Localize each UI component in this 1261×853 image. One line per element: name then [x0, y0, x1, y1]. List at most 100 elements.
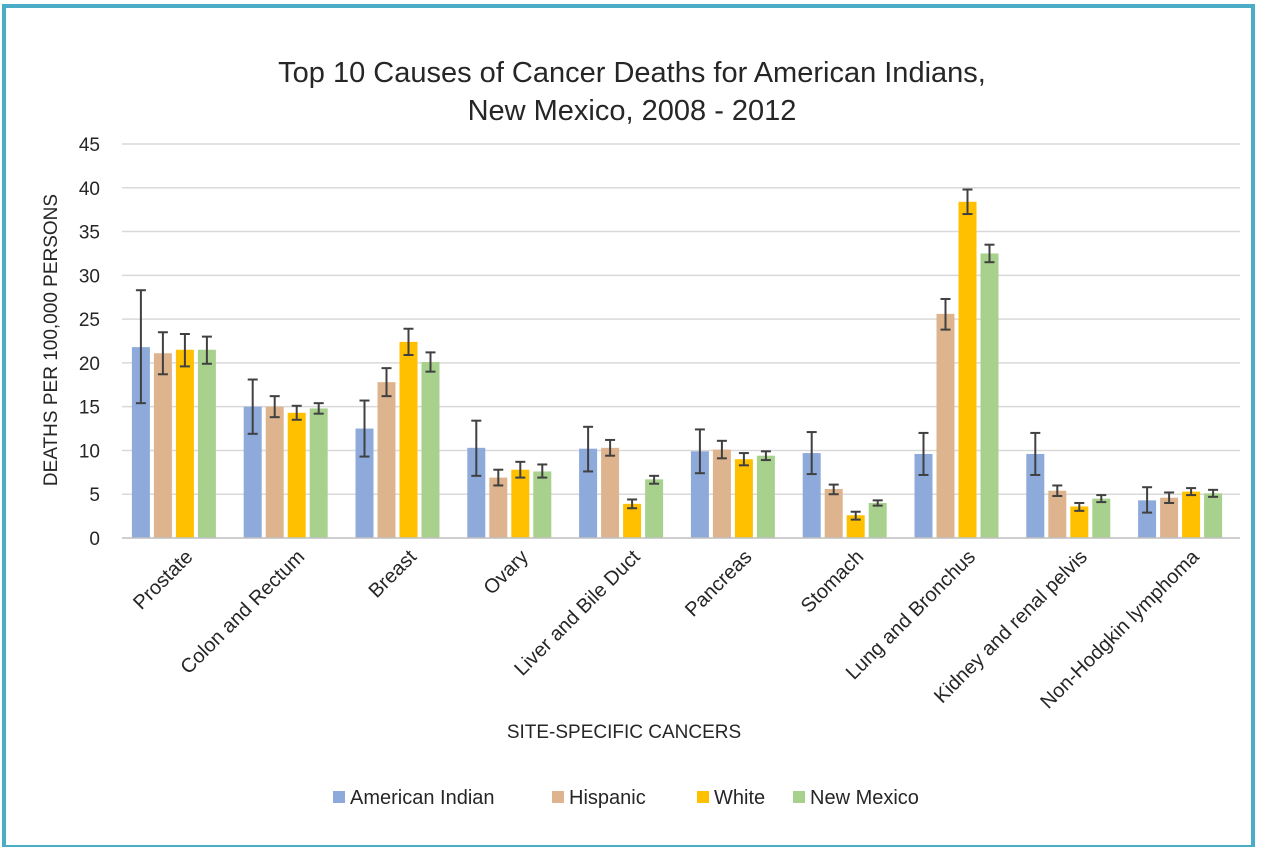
bar	[1070, 506, 1089, 538]
legend-item: American Indian	[333, 787, 495, 809]
y-tick-label: 25	[79, 310, 100, 331]
error-bar	[201, 335, 212, 365]
error-bar	[605, 438, 616, 457]
bar	[1092, 498, 1111, 538]
error-bar	[1030, 431, 1041, 476]
error-bar	[359, 399, 370, 458]
bar	[131, 347, 150, 538]
legend-label: New Mexico	[810, 787, 919, 809]
bars	[131, 201, 1223, 538]
bar	[511, 469, 530, 538]
error-bar	[627, 498, 638, 510]
bar	[533, 471, 552, 538]
bar	[868, 502, 887, 538]
bar	[197, 349, 216, 538]
legend-item: White	[697, 787, 765, 809]
error-bar	[135, 289, 146, 405]
bar	[1182, 491, 1201, 538]
chart-title-line-1: Top 10 Causes of Cancer Deaths for Ameri…	[278, 57, 986, 89]
category-label: Ovary	[480, 546, 533, 599]
error-bar	[962, 188, 973, 216]
category-label: Stomach	[797, 546, 868, 617]
bar	[601, 447, 620, 538]
error-bar	[940, 297, 951, 331]
error-bar	[291, 404, 302, 421]
legend-label: White	[714, 787, 765, 809]
bar	[936, 313, 955, 538]
error-bar	[381, 367, 392, 398]
category-label: Prostate	[129, 546, 197, 614]
category-label: Liver and Bile Duct	[510, 546, 645, 681]
bar	[243, 406, 262, 538]
error-bar	[471, 419, 482, 477]
error-bar	[984, 243, 995, 264]
error-bar	[1142, 486, 1153, 514]
error-bar	[1186, 487, 1197, 497]
error-bars	[135, 188, 1219, 521]
category-label: Pancreas	[681, 546, 756, 621]
bar	[265, 406, 284, 538]
error-bar	[806, 431, 817, 476]
error-bar	[1096, 494, 1107, 504]
error-bar	[1164, 491, 1175, 504]
y-tick-label: 5	[89, 485, 100, 506]
bar	[1138, 500, 1157, 538]
category-label: Breast	[365, 546, 422, 603]
error-bar	[1208, 488, 1219, 498]
bar	[377, 382, 396, 538]
bar	[846, 515, 865, 538]
bar	[734, 459, 753, 538]
bar	[623, 503, 642, 538]
legend-item: New Mexico	[793, 787, 919, 809]
error-bar	[313, 402, 324, 415]
error-bar	[403, 327, 414, 357]
bar	[489, 477, 508, 538]
error-bar	[247, 378, 258, 435]
legend-label: American Indian	[350, 787, 495, 809]
error-bar	[649, 474, 660, 485]
bar	[824, 488, 843, 538]
bar	[309, 408, 328, 538]
bar	[421, 362, 440, 538]
legend-swatch	[333, 791, 345, 803]
y-tick-label: 10	[79, 441, 100, 462]
chart-title-line-2: New Mexico, 2008 - 2012	[468, 95, 797, 127]
bar	[399, 341, 418, 538]
y-tick-label: 15	[79, 398, 100, 419]
y-tick-label: 30	[79, 266, 100, 287]
bar	[958, 201, 977, 538]
legend-label: Hispanic	[569, 787, 646, 809]
error-bar	[537, 463, 548, 479]
y-axis-ticks: 0 5 10 15 20 25 30 35 40 45	[79, 135, 100, 550]
error-bar	[157, 331, 168, 376]
error-bar	[828, 483, 839, 496]
bar	[1160, 497, 1179, 538]
error-bar	[850, 510, 861, 521]
error-bar	[515, 460, 526, 479]
bar	[1204, 493, 1223, 538]
error-bar	[425, 351, 436, 373]
error-bar	[738, 452, 749, 467]
legend-swatch	[552, 791, 564, 803]
x-axis-label: SITE-SPECIFIC CANCERS	[507, 722, 741, 743]
bar	[153, 353, 172, 538]
error-bar	[694, 428, 705, 475]
error-bar	[269, 395, 280, 419]
y-tick-label: 20	[79, 354, 100, 375]
bar	[467, 447, 486, 538]
legend-item: Hispanic	[552, 787, 646, 809]
y-axis-label: DEATHS PER 100,000 PERSONS	[41, 194, 62, 486]
y-tick-label: 45	[79, 135, 100, 156]
error-bar	[493, 468, 504, 487]
error-bar	[918, 431, 929, 476]
legend-swatch	[697, 791, 709, 803]
error-bar	[872, 499, 883, 507]
error-bar	[716, 439, 727, 460]
error-bar	[760, 450, 771, 462]
error-bar	[179, 332, 190, 368]
bar	[175, 349, 194, 538]
bar	[645, 479, 664, 538]
y-tick-label: 40	[79, 179, 100, 200]
error-bar	[583, 425, 594, 473]
